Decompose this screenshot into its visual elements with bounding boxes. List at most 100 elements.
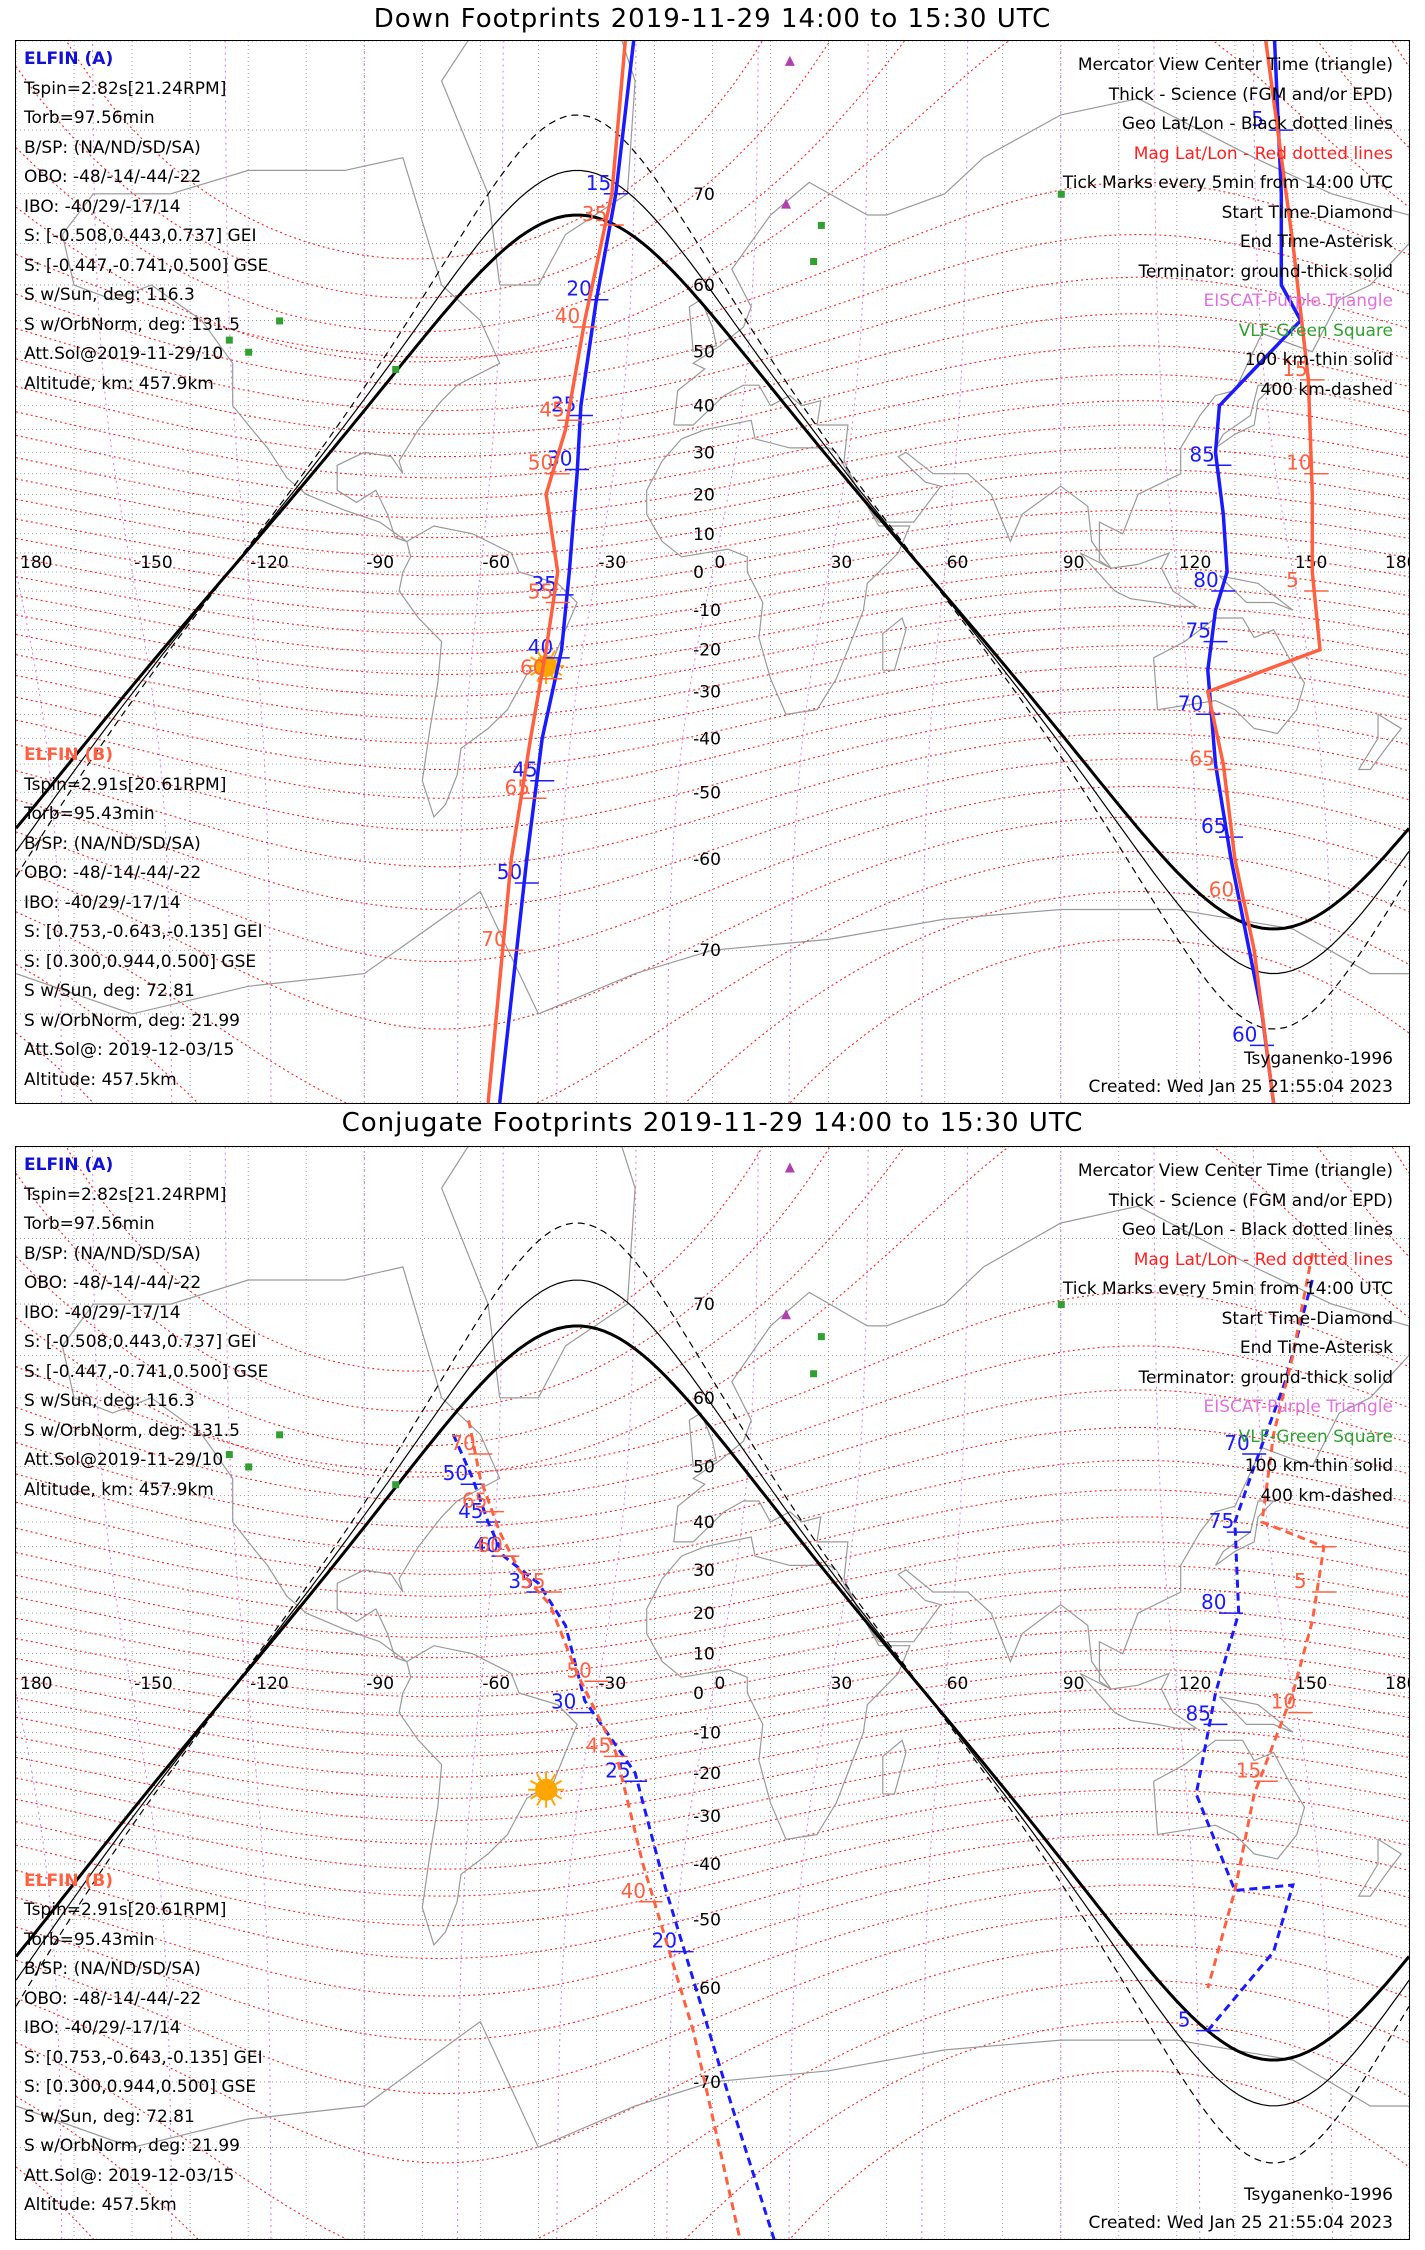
lon-label: -60 bbox=[482, 553, 510, 573]
coast-madagascar bbox=[882, 1739, 907, 1795]
vlf-square bbox=[225, 336, 233, 344]
coast-south-america bbox=[398, 1645, 578, 1947]
coast-africa bbox=[646, 419, 911, 715]
tick-label: 45 bbox=[458, 1499, 483, 1523]
elfin-b-info-name: ELFIN (B) bbox=[24, 1870, 114, 1891]
elfin-b-info-line: Tspin=2.91s[20.61RPM] bbox=[24, 1900, 227, 1921]
elfin-a-info-line: B/SP: (NA/ND/SD/SA) bbox=[24, 137, 201, 158]
lon-label: 0 bbox=[715, 1674, 726, 1694]
lat-label: 50 bbox=[693, 343, 715, 363]
elfin-b-info-line: IBO: -40/29/-17/14 bbox=[24, 2018, 181, 2039]
lon-label: -30 bbox=[598, 1674, 626, 1694]
eiscat-triangle bbox=[784, 55, 795, 66]
tick-label: 65 bbox=[505, 775, 530, 799]
coast-africa bbox=[646, 1536, 911, 1840]
elfin-b-info-line: IBO: -40/29/-17/14 bbox=[24, 892, 181, 913]
lon-label: 120 bbox=[1179, 1674, 1211, 1694]
tick-label: 60 bbox=[477, 1533, 502, 1557]
created-timestamp: Created: Wed Jan 25 21:55:04 2023 bbox=[1088, 1077, 1393, 1097]
geo-grid bbox=[16, 1147, 1409, 2239]
legend-item: VLF-Green Square bbox=[1238, 320, 1393, 341]
trace-a_east: 5 85 80 75 70 65 60 bbox=[1178, 41, 1303, 1103]
legend-item: Thick - Science (FGM and/or EPD) bbox=[1108, 1190, 1393, 1211]
elfin-b-info-line: S: [0.300,0.944,0.500] GSE bbox=[24, 951, 257, 972]
trace-b_west: 35 40 45 50 55 60 65 70 bbox=[481, 41, 628, 1103]
legend: Mercator View Center Time (triangle) Thic… bbox=[1063, 1157, 1393, 1511]
tick-label: 65 bbox=[1201, 814, 1226, 838]
lon-label: 180 bbox=[20, 553, 52, 573]
tick-label: 60 bbox=[1232, 1022, 1257, 1046]
tick-label: 15 bbox=[1236, 1758, 1261, 1782]
elfin-a-info-line: IBO: -40/29/-17/14 bbox=[24, 1302, 181, 1323]
legend-item: Tick Marks every 5min from 14:00 UTC bbox=[1062, 173, 1393, 193]
legend-item: 100 km-thin solid bbox=[1244, 1456, 1393, 1476]
tick-label: 10 bbox=[1286, 451, 1311, 475]
elfin-a-info-line: Tspin=2.82s[21.24RPM] bbox=[24, 1184, 227, 1205]
lon-label: -150 bbox=[134, 553, 173, 573]
lat-label: -40 bbox=[693, 729, 721, 749]
tick-label: 65 bbox=[462, 1489, 487, 1513]
eiscat-triangle bbox=[781, 198, 792, 209]
tick-label: 70 bbox=[1178, 691, 1203, 715]
legend-item: EISCAT-Purple Triangle bbox=[1203, 1397, 1393, 1417]
elfin-b-info-line: S w/Sun, deg: 72.81 bbox=[24, 2106, 195, 2127]
vlf-square bbox=[276, 317, 284, 325]
tick-label: 60 bbox=[1209, 877, 1234, 901]
vlf-square bbox=[810, 1370, 818, 1378]
legend-item: End Time-Asterisk bbox=[1239, 1338, 1393, 1358]
lon-label: 0 bbox=[715, 553, 726, 573]
lon-label: 30 bbox=[831, 553, 853, 573]
elfin-a-info-line: Altitude, km: 457.9km bbox=[24, 373, 214, 394]
elfin-b-info-line: Altitude: 457.5km bbox=[24, 2195, 177, 2216]
coast-greenland bbox=[440, 41, 636, 286]
elfin-a-info-name: ELFIN (A) bbox=[24, 1155, 114, 1175]
lat-label: 30 bbox=[693, 1561, 715, 1581]
tick-label: 75 bbox=[1209, 1509, 1234, 1533]
elfin-a-info-line: S w/Sun, deg: 116.3 bbox=[24, 285, 195, 305]
elfin-b-info-line: S w/Sun, deg: 72.81 bbox=[24, 981, 195, 1001]
lat-label: -20 bbox=[693, 641, 721, 661]
terminator-100km bbox=[16, 1279, 1409, 2107]
coast-north-america bbox=[61, 156, 501, 543]
tick-label: 10 bbox=[1271, 1690, 1296, 1714]
elfin-b-info: ELFIN (B) Tspin=2.91s[20.61RPM] Torb=95.43… bbox=[24, 741, 263, 1095]
elfin-a-info-line: S: [-0.508,0.443,0.737] GEI bbox=[24, 226, 257, 246]
legend-item: 400 km-dashed bbox=[1260, 379, 1393, 400]
legend-item: Terminator: ground-thick solid bbox=[1138, 261, 1393, 282]
vlf-square bbox=[1057, 190, 1065, 198]
elfin-b-info-line: S: [0.753,-0.643,-0.135] GEI bbox=[24, 922, 263, 942]
lon-label: -30 bbox=[598, 553, 626, 573]
elfin-a-info-line: Tspin=2.82s[21.24RPM] bbox=[24, 78, 227, 99]
coast-north-america bbox=[61, 1266, 501, 1663]
created-timestamp: Created: Wed Jan 25 21:55:04 2023 bbox=[1088, 2213, 1393, 2233]
legend-item: Geo Lat/Lon - Black dotted lines bbox=[1121, 114, 1393, 134]
panel2-title: Conjugate Footprints 2019-11-29 14:00 to… bbox=[341, 1108, 1084, 1138]
coastlines bbox=[16, 41, 1409, 1015]
elfin-a-info-line: Att.Sol@2019-11-29/10 bbox=[24, 344, 224, 364]
elfin-b-info-line: OBO: -48/-14/-44/-22 bbox=[24, 1988, 202, 2009]
tick-label: 85 bbox=[1186, 1701, 1211, 1725]
lat-label: 10 bbox=[693, 1645, 715, 1665]
elfin-b-info-line: Torb=95.43min bbox=[24, 804, 155, 824]
lat-label: -30 bbox=[693, 1807, 721, 1827]
tick-label: 70 bbox=[450, 1431, 475, 1455]
lat-label: -50 bbox=[693, 1911, 721, 1931]
coast-europe-asia bbox=[673, 97, 1409, 569]
model-label: Tsyganenko-1996 bbox=[1243, 2185, 1393, 2205]
lon-label: -150 bbox=[134, 1674, 173, 1694]
lat-label: 0 bbox=[693, 563, 704, 583]
vlf-square bbox=[245, 1463, 253, 1471]
tick-label: 30 bbox=[551, 1690, 576, 1714]
lon-label: -120 bbox=[250, 1674, 289, 1694]
legend-item: Start Time-Diamond bbox=[1221, 1308, 1393, 1329]
vlf-square bbox=[392, 365, 400, 373]
legend-item: Mercator View Center Time (triangle) bbox=[1077, 1161, 1393, 1181]
tick-label: 65 bbox=[1189, 747, 1214, 771]
tick-label: 75 bbox=[1186, 619, 1211, 643]
lon-label: -60 bbox=[482, 1674, 510, 1694]
coast-australia bbox=[1153, 617, 1306, 735]
lat-label: -70 bbox=[693, 2073, 721, 2093]
lon-label: 180 bbox=[1385, 1674, 1409, 1694]
lon-label: 150 bbox=[1295, 1674, 1327, 1694]
legend-item: VLF-Green Square bbox=[1238, 1426, 1393, 1447]
